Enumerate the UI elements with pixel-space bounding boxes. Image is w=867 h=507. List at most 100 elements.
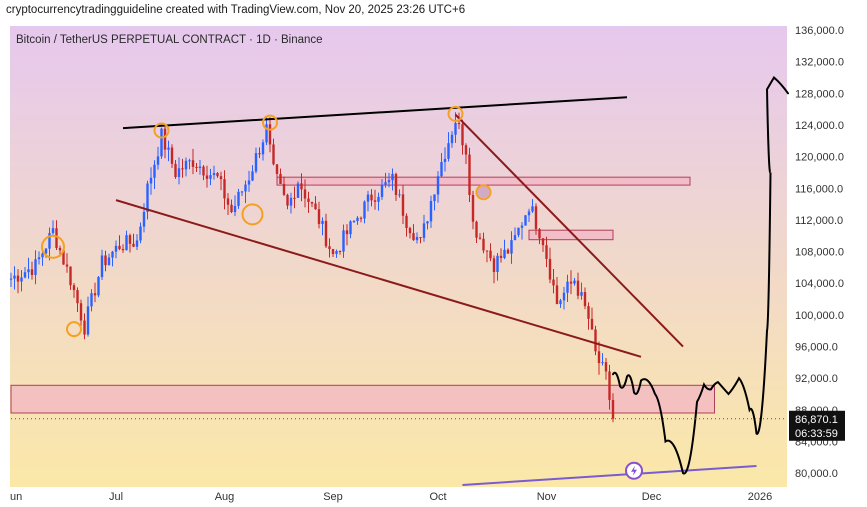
- candle-body: [121, 249, 125, 251]
- candle-body: [139, 226, 142, 241]
- candle-body: [590, 318, 594, 330]
- y-tick-label: 128,000.0: [795, 88, 844, 100]
- candle-body: [604, 362, 608, 372]
- swing-marker: [41, 234, 65, 259]
- candle-body: [506, 249, 510, 254]
- candle-body: [450, 134, 454, 144]
- candle-body: [559, 300, 562, 305]
- candle-body: [317, 209, 321, 224]
- lightning-icon-glyph: [631, 465, 637, 476]
- y-tick-label: 124,000.0: [795, 120, 844, 132]
- swing-marker: [66, 321, 82, 338]
- candle-body: [167, 147, 170, 150]
- candle-body: [65, 264, 69, 267]
- candle-body: [454, 122, 457, 135]
- candle-body: [268, 124, 272, 145]
- candle-body: [363, 201, 366, 219]
- candle-body: [391, 173, 394, 181]
- candle-body: [198, 166, 202, 168]
- candle-body: [496, 255, 499, 272]
- candle-body: [601, 362, 604, 364]
- candle-body: [440, 162, 443, 177]
- candle-body: [27, 269, 30, 273]
- candle-body: [205, 175, 209, 179]
- y-tick-label: 132,000.0: [795, 57, 844, 69]
- watermark-caption: cryptocurrencytradingguideline created w…: [6, 4, 466, 16]
- descending-support-line: [115, 199, 642, 358]
- candle-body: [30, 269, 34, 275]
- candle-body: [321, 220, 324, 224]
- candle-body: [100, 255, 104, 278]
- candle-body: [184, 160, 188, 170]
- projection-layer: [612, 75, 789, 480]
- candle-body: [338, 251, 342, 253]
- swing-marker: [475, 184, 492, 201]
- y-tick-label: 136,000.0: [795, 25, 844, 37]
- candle-body: [594, 329, 597, 352]
- candle-body: [328, 246, 331, 250]
- candle-body: [177, 168, 181, 178]
- candle-body: [524, 215, 527, 226]
- candle-body: [352, 221, 356, 223]
- candle-body: [62, 250, 65, 265]
- last-price-tag: [789, 410, 845, 441]
- candle-body: [545, 245, 548, 259]
- candle-body: [310, 201, 314, 204]
- candle-body: [433, 194, 436, 202]
- candle-body: [142, 211, 146, 227]
- candle-body: [335, 251, 338, 255]
- candle-body: [41, 253, 44, 258]
- candle-body: [366, 194, 370, 202]
- candle-body: [587, 306, 590, 319]
- resistance-zone: [276, 176, 691, 186]
- candle-body: [422, 223, 426, 238]
- candle-body: [51, 228, 55, 234]
- candle-body: [237, 191, 240, 206]
- candle-body: [265, 124, 268, 143]
- candle-body: [212, 173, 216, 176]
- candle-body: [573, 280, 576, 284]
- candle-body: [247, 180, 251, 185]
- markers-layer: [41, 105, 492, 338]
- candle-body: [114, 245, 118, 252]
- candle-body: [163, 128, 167, 150]
- candle-body: [37, 257, 41, 260]
- descending-resistance-line: [454, 113, 684, 348]
- candle-body: [160, 128, 163, 157]
- y-tick-label: 112,000.0: [795, 215, 843, 227]
- candle-body: [34, 259, 37, 275]
- candle-body: [244, 184, 247, 192]
- candle-body: [580, 292, 583, 296]
- candle-body: [233, 205, 237, 213]
- candle-body: [195, 166, 198, 168]
- candle-body: [23, 272, 27, 278]
- candle-body: [359, 217, 363, 219]
- candle-body: [202, 166, 205, 176]
- candle-body: [13, 275, 16, 279]
- candle-body: [597, 351, 601, 364]
- y-tick-label: 92,000.0: [795, 373, 838, 385]
- candle-body: [230, 204, 233, 213]
- candle-body: [377, 196, 380, 202]
- candle-body: [9, 278, 13, 280]
- candle-body: [209, 175, 212, 179]
- candle-body: [223, 179, 226, 199]
- candle-body: [520, 225, 524, 228]
- candle-body: [125, 235, 128, 251]
- candle-body: [20, 277, 23, 282]
- candle-body: [447, 143, 450, 159]
- x-tick-label: Dec: [642, 491, 662, 503]
- candle-body: [566, 281, 569, 293]
- candle-body: [331, 249, 335, 255]
- candle-body: [293, 197, 296, 199]
- candle-body: [55, 228, 58, 249]
- candle-body: [534, 206, 538, 230]
- candle-body: [415, 237, 419, 241]
- candle-body: [608, 371, 611, 400]
- candle-body: [16, 275, 20, 282]
- candle-body: [436, 176, 440, 195]
- candle-body: [503, 249, 506, 258]
- candle-body: [342, 230, 345, 252]
- candle-body: [76, 290, 79, 304]
